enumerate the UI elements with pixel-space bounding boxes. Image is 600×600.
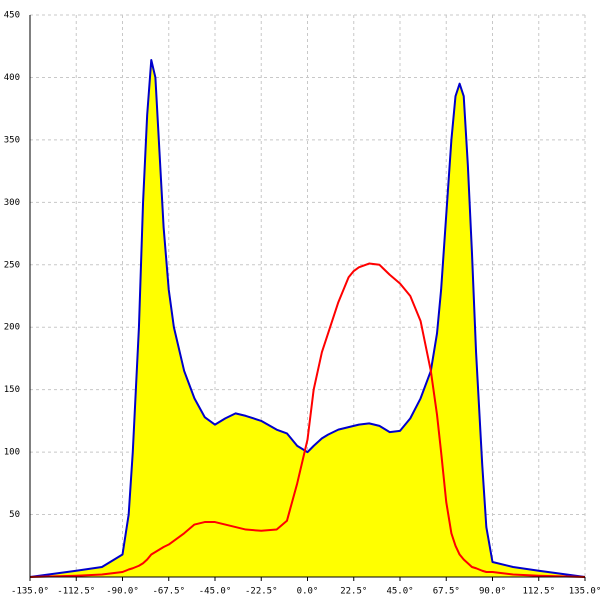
tick-labels: 50 100 150 200 250 300 350 400 450 -135.0° -112.5°… (4, 11, 600, 597)
x-tick-label: 135.0° (569, 587, 600, 597)
x-tick-label: -112.5° (57, 587, 95, 597)
series-line (29, 58, 586, 578)
area-fill (30, 59, 585, 577)
y-tick-label: 150 (4, 385, 20, 395)
x-tick-label: -67.5° (152, 587, 185, 597)
plot-area (29, 58, 586, 578)
x-tick-label: 22.5° (340, 587, 367, 597)
y-tick-label: 200 (4, 323, 20, 333)
x-tick-label: 0.0° (297, 587, 319, 597)
y-tick-label: 400 (4, 73, 20, 83)
y-tick-label: 450 (4, 11, 20, 21)
x-tick-label: 112.5° (522, 587, 555, 597)
y-tick-label: 50 (9, 510, 20, 520)
x-tick-label: -45.0° (199, 587, 232, 597)
x-tick-label: -90.0° (106, 587, 139, 597)
x-tick-label: 67.5° (433, 587, 460, 597)
x-tick-label: 90.0° (479, 587, 506, 597)
x-tick-label: -22.5° (245, 587, 278, 597)
y-tick-label: 300 (4, 198, 20, 208)
y-tick-label: 250 (4, 260, 20, 270)
series-line (29, 262, 586, 578)
y-tick-label: 100 (4, 448, 20, 458)
y-tick-label: 350 (4, 135, 20, 145)
x-tick-label: -135.0° (11, 587, 49, 597)
x-tick-label: 45.0° (386, 587, 413, 597)
